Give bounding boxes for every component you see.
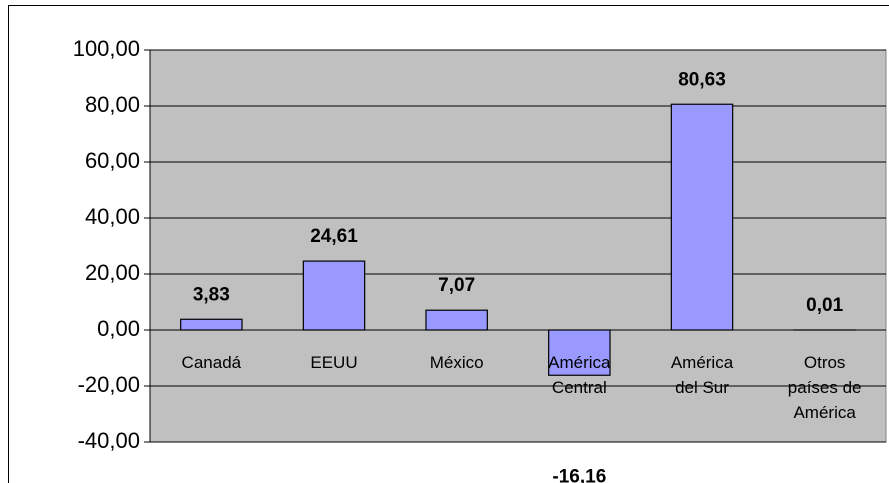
y-tick-label: -20,00 [78,372,140,397]
y-tick-label: 0,00 [97,316,140,341]
bar [548,329,611,376]
bar [302,260,366,331]
x-tick-label: Canadá [181,353,242,372]
x-tick-label: Otros países de América [787,353,862,422]
value-label: 80,63 [678,69,726,90]
value-label: 7,07 [438,275,475,296]
y-tick-label: -40,00 [78,428,140,453]
value-label: 0,01 [806,295,843,316]
x-tick-label: EEUU [310,353,358,372]
y-tick-label: 80,00 [85,92,140,117]
y-tick-label: 40,00 [85,204,140,229]
plot-area [149,49,887,443]
y-tick-label: 100,00 [73,36,140,61]
value-label: -16,16 [552,466,606,483]
bar [425,309,488,331]
value-label: 24,61 [310,226,358,247]
y-tick-label: 60,00 [85,148,140,173]
x-tick-label: América Central [548,353,611,397]
bar [670,103,734,331]
y-tick-label: 20,00 [85,260,140,285]
bar [180,318,243,331]
x-tick-label: América del Sur [670,353,734,397]
value-label: 3,83 [193,284,230,305]
x-tick-label: México [429,353,484,372]
